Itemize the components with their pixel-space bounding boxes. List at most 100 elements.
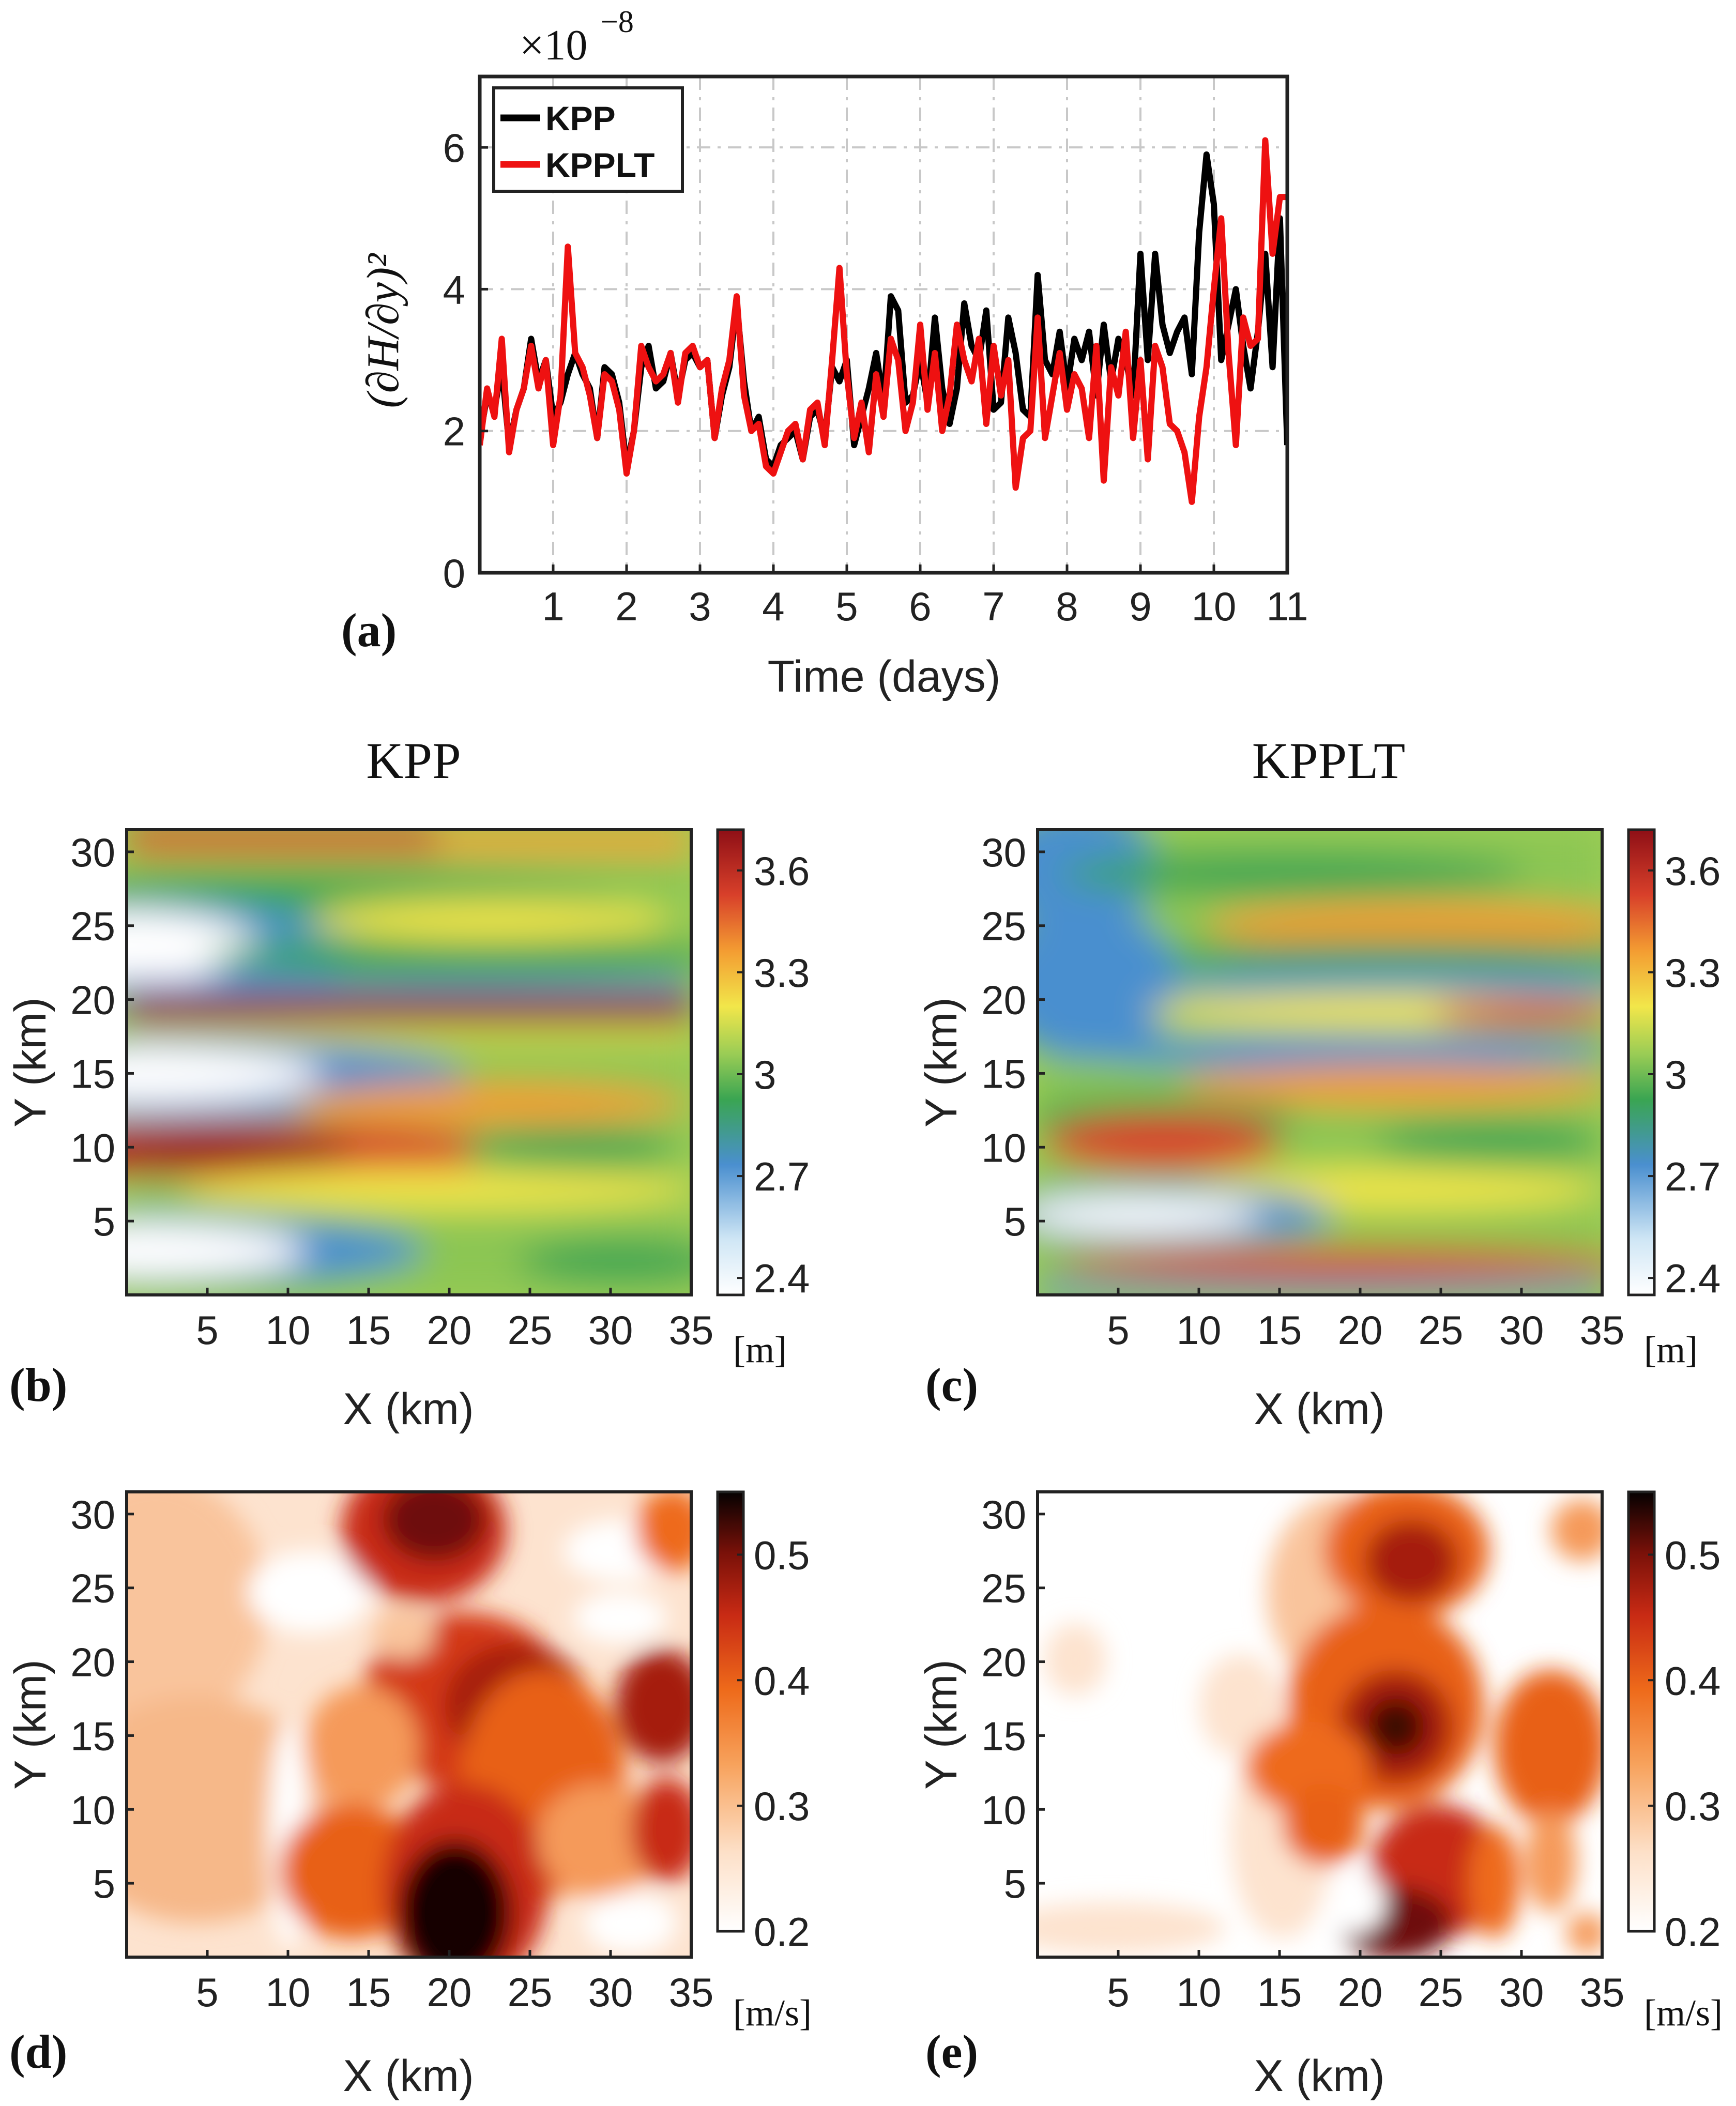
colorbar-tick-label: 3.3 [754, 950, 810, 996]
x-tick-label: 10 [1177, 1307, 1222, 1353]
panel-c-x-axis-title: X (km) [1254, 1384, 1384, 1434]
panel-b-ticks: 5 10 15 20 25 30 35 5 10 15 20 25 30 2.4 2.7 3 3.3 3.6 [70, 830, 810, 1353]
y-tick-label: 10 [70, 1787, 115, 1833]
y-tick-label: 25 [981, 1566, 1026, 1611]
legend-box [492, 86, 684, 193]
panel-a-line-chart: 1 2 3 4 5 6 7 8 9 10 11 0 2 4 6 ×10 −8 Time (days) (∂… [341, 5, 1308, 701]
panel-d-y-axis-title: Y (km) [6, 1659, 55, 1790]
x-tick-label: 5 [196, 1307, 218, 1353]
panel-a-y-axis-title: (∂H/∂y)² [358, 253, 408, 408]
y-tick-label: 20 [70, 1640, 115, 1685]
x-tick-label: 25 [1419, 1307, 1464, 1353]
panel-e-field [1038, 1492, 1602, 1957]
panel-a-series [480, 137, 1287, 505]
x-tick-label: 25 [508, 1307, 553, 1353]
panel-d-contour-map: 5 10 15 20 25 30 35 5 10 15 20 25 30 0.2 0.3 0.4 0.5 X (… [6, 1490, 812, 2101]
colorbar-tick-label: 2.7 [1665, 1154, 1720, 1199]
panel-c-units: [m] [1644, 1329, 1698, 1370]
panel-d-axes-box [125, 1490, 693, 1959]
x-tick-label: 10 [1177, 1970, 1222, 2015]
colorbar-tick-label: 3 [754, 1052, 776, 1097]
y-tick-label: 10 [981, 1787, 1026, 1833]
y-tick-label: 15 [981, 1713, 1026, 1759]
x-tick-label: 10 [1192, 584, 1237, 629]
panel-e-x-axis-title: X (km) [1254, 2051, 1384, 2101]
y-tick-label: 5 [1004, 1861, 1026, 1906]
x-tick-label: 15 [1257, 1307, 1302, 1353]
y-tick-label: 6 [443, 125, 465, 171]
x-tick-label: 1 [542, 584, 564, 629]
x-tick-label: 25 [508, 1970, 553, 2015]
panel-e-colorbar [1627, 1490, 1656, 1933]
panel-e-contour-map: 5 10 15 20 25 30 35 5 10 15 20 25 30 0.2 0.3 0.4 0.5 X (… [917, 1490, 1723, 2101]
y-tick-label: 5 [1004, 1199, 1026, 1244]
panel-a-scale-base: ×10 [520, 21, 587, 69]
panel-d-field [127, 1492, 691, 1957]
panel-c-contour-map: 5 10 15 20 25 30 35 5 10 15 20 25 30 2.4 2.7 3 3.3 3.6 X … [917, 828, 1720, 1434]
y-tick-label: 2 [443, 409, 465, 454]
colorbar-tick-label: 0.5 [1665, 1532, 1720, 1578]
panel-c-axes-box [1036, 828, 1604, 1296]
colorbar-tick-label: 2.4 [754, 1256, 810, 1301]
x-tick-label: 4 [762, 584, 784, 629]
panel-c-ticks: 5 10 15 20 25 30 35 5 10 15 20 25 30 2.4 2.7 3 3.3 3.6 [981, 830, 1720, 1353]
x-tick-label: 15 [1257, 1970, 1302, 2015]
colorbar-tick-label: 0.5 [754, 1532, 810, 1578]
x-tick-label: 35 [669, 1307, 714, 1353]
panel-e-letter: (e) [925, 2025, 978, 2078]
y-tick-label: 20 [981, 978, 1026, 1023]
x-tick-label: 15 [346, 1307, 391, 1353]
colorbar-tick-label: 0.4 [754, 1658, 810, 1703]
panel-b-y-axis-title: Y (km) [6, 997, 55, 1127]
panel-a-legend: KPP KPPLT [492, 86, 684, 193]
colorbar-tick-label: 0.2 [1665, 1909, 1720, 1955]
y-tick-label: 20 [981, 1640, 1026, 1685]
x-tick-label: 6 [909, 584, 931, 629]
x-tick-label: 30 [1499, 1307, 1544, 1353]
colorbar-tick-label: 3 [1665, 1052, 1687, 1097]
y-tick-label: 30 [981, 1492, 1026, 1537]
panel-d-ticks: 5 10 15 20 25 30 35 5 10 15 20 25 30 0.2 0.3 0.4 0.5 [70, 1492, 810, 2015]
x-tick-label: 30 [1499, 1970, 1544, 2015]
x-tick-label: 20 [427, 1970, 472, 2015]
y-tick-label: 5 [93, 1861, 115, 1906]
panel-a-scale-exponent: −8 [601, 5, 634, 39]
y-tick-label: 20 [70, 978, 115, 1023]
panel-b-x-axis-title: X (km) [343, 1384, 474, 1434]
x-tick-label: 5 [196, 1970, 218, 2015]
panel-c-field [1038, 830, 1602, 1295]
panel-e-axes-box [1036, 1490, 1604, 1959]
panel-b-field [127, 830, 691, 1295]
column-title-kpp: KPP [366, 732, 461, 789]
y-tick-label: 30 [70, 1492, 115, 1537]
x-tick-label: 7 [982, 584, 1004, 629]
x-tick-label: 20 [1338, 1307, 1383, 1353]
x-tick-label: 35 [1580, 1970, 1625, 2015]
x-tick-label: 35 [1580, 1307, 1625, 1353]
y-tick-label: 15 [70, 1051, 115, 1096]
y-tick-label: 25 [70, 904, 115, 949]
x-tick-label: 20 [427, 1307, 472, 1353]
panel-a-x-ticks: 1 2 3 4 5 6 7 8 9 10 11 [542, 564, 1308, 629]
x-tick-label: 10 [266, 1970, 311, 2015]
colorbar-tick-label: 0.4 [1665, 1658, 1720, 1703]
y-tick-label: 25 [70, 1566, 115, 1611]
colorbar-tick-label: 0.3 [754, 1783, 810, 1829]
panel-c-y-axis-title: Y (km) [917, 997, 966, 1127]
panel-a-x-axis-title: Time (days) [768, 652, 1001, 701]
panel-e-y-axis-title: Y (km) [917, 1659, 966, 1790]
panel-a-axes-box [478, 74, 1289, 575]
panel-b-colorbar [716, 828, 745, 1296]
colorbar-tick-label: 2.7 [754, 1154, 810, 1199]
panel-b-letter: (b) [9, 1359, 67, 1411]
series-line-kpplt [480, 137, 1287, 505]
x-tick-label: 5 [1107, 1307, 1129, 1353]
colorbar-tick-label: 3.3 [1665, 950, 1720, 996]
panel-b-axes-box [125, 828, 693, 1296]
column-title-kpplt: KPPLT [1252, 732, 1405, 789]
x-tick-label: 3 [689, 584, 711, 629]
panel-d-x-axis-title: X (km) [343, 2051, 474, 2101]
panel-e-ticks: 5 10 15 20 25 30 35 5 10 15 20 25 30 0.2 0.3 0.4 0.5 [981, 1492, 1720, 2015]
panel-a-y-ticks: 0 2 4 6 [443, 125, 488, 596]
x-tick-label: 10 [266, 1307, 311, 1353]
